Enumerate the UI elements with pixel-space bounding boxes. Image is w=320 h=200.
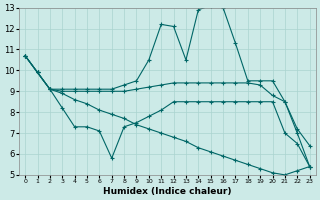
X-axis label: Humidex (Indice chaleur): Humidex (Indice chaleur) bbox=[103, 187, 232, 196]
